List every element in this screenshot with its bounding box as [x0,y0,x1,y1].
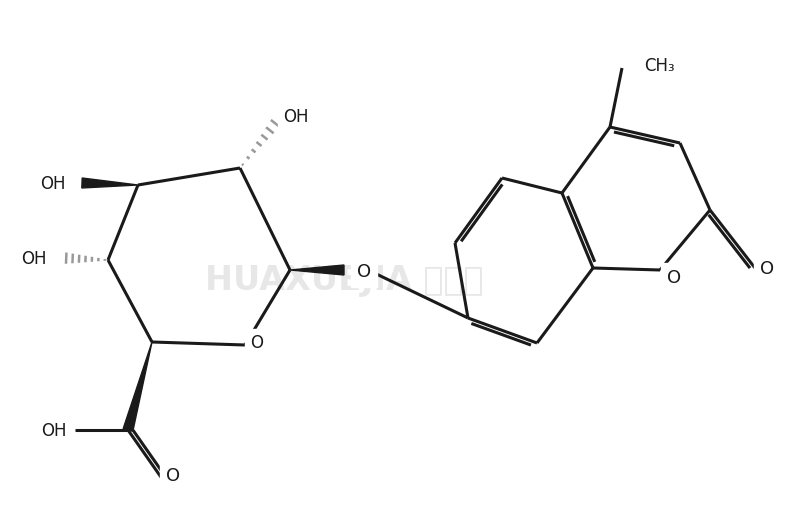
Polygon shape [123,342,152,431]
Text: CH₃: CH₃ [644,57,674,75]
Polygon shape [290,265,344,275]
Text: O: O [760,260,774,278]
Text: HUAXUEJIA 化学加: HUAXUEJIA 化学加 [205,264,483,297]
Text: OH: OH [41,175,66,193]
Text: OH: OH [283,108,309,126]
Text: OH: OH [42,422,67,440]
Text: O: O [250,334,263,352]
Polygon shape [82,178,138,188]
Text: O: O [357,263,371,281]
Text: O: O [667,269,681,287]
Text: O: O [166,467,180,485]
Text: OH: OH [22,250,47,268]
